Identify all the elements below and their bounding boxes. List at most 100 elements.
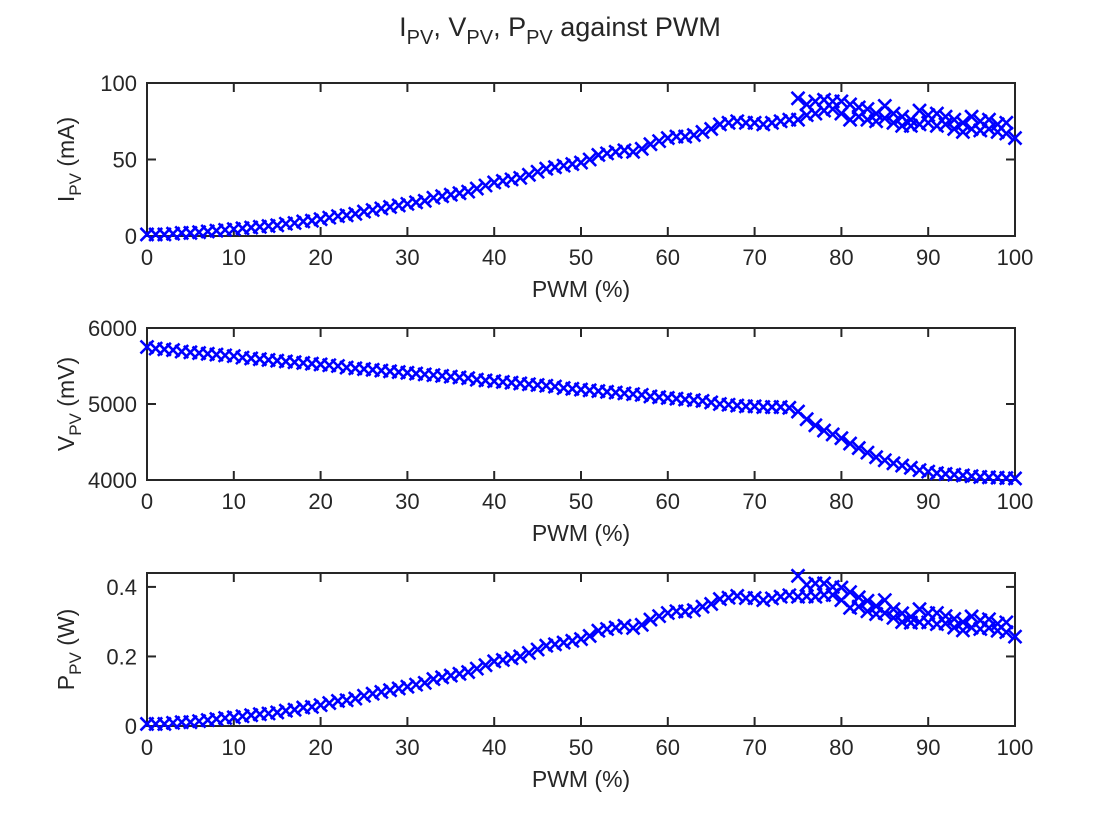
voltage-ylabel: VPV (mV) — [53, 357, 85, 451]
voltage-data-point — [860, 445, 875, 461]
title-v: , V — [433, 12, 466, 42]
current-ytick-label: 100 — [100, 71, 137, 96]
power-data-point — [512, 649, 528, 664]
current-data-point — [651, 133, 667, 149]
power-xtick-label: 10 — [222, 735, 246, 760]
title-i-subscript: PV — [407, 27, 434, 49]
power-data-point — [460, 664, 476, 680]
current-data-point — [469, 181, 485, 196]
current-data-point — [347, 206, 363, 222]
current-data-point — [833, 93, 849, 109]
current-ylabel-symbol: I — [53, 196, 79, 202]
power-data-point — [1007, 629, 1023, 645]
current-data-point — [877, 110, 893, 126]
current-xtick-label: 40 — [482, 245, 506, 270]
voltage-xtick-label: 20 — [308, 489, 332, 514]
current-data-point — [634, 141, 650, 157]
current-xtick-label: 80 — [829, 245, 853, 270]
current-xtick-label: 100 — [997, 245, 1034, 270]
current-data-point — [521, 167, 537, 183]
voltage-xtick-label: 50 — [569, 489, 593, 514]
power-xtick-label: 80 — [829, 735, 853, 760]
voltage-subplot: 0 10 20 30 40 50 60 70 80 90 100 4000 5000 6000 PWM (%… — [53, 316, 1033, 546]
title-v-subscript: PV — [466, 27, 493, 49]
power-xtick-label: 40 — [482, 735, 506, 760]
power-data-point — [851, 589, 867, 605]
voltage-data-point — [807, 417, 823, 433]
voltage-ylabel-symbol: V — [53, 435, 79, 451]
current-data-point — [417, 193, 433, 209]
voltage-xtick-label: 100 — [997, 489, 1034, 514]
current-data-point — [703, 121, 719, 137]
current-data-point — [842, 112, 858, 128]
power-ylabel-unit: (W) — [53, 609, 79, 652]
power-data-point — [417, 675, 433, 691]
power-ylabel: PPV (W) — [53, 609, 85, 690]
power-data-point — [582, 628, 598, 644]
power-data-point — [912, 601, 927, 617]
power-data-point — [860, 593, 875, 609]
current-data-point — [790, 90, 806, 106]
power-xtick-label: 70 — [742, 735, 766, 760]
current-data-point — [530, 164, 546, 180]
power-data-point — [651, 608, 667, 624]
power-xtick-label: 50 — [569, 735, 593, 760]
current-data-point — [946, 112, 962, 128]
title-i: I — [399, 12, 407, 42]
power-data-point — [399, 679, 415, 695]
current-data-point — [998, 115, 1014, 131]
power-ytick-label: 0 — [125, 714, 137, 739]
current-data-point — [790, 112, 806, 128]
voltage-data-point — [781, 400, 797, 416]
voltage-data-point — [833, 430, 849, 446]
power-data-point — [521, 645, 537, 661]
voltage-xtick-label: 70 — [742, 489, 766, 514]
current-data-point — [998, 126, 1014, 141]
voltage-axes-box — [146, 327, 1016, 481]
voltage-xtick-label: 90 — [916, 489, 940, 514]
voltage-xtick-label: 0 — [141, 489, 153, 514]
power-ylabel-symbol: P — [53, 675, 79, 690]
current-data-point — [573, 155, 589, 170]
power-data-point — [313, 697, 329, 713]
power-data-point — [747, 590, 763, 606]
power-data-point — [998, 614, 1014, 630]
current-data-point — [460, 184, 476, 200]
power-data-point — [573, 631, 589, 647]
voltage-data-point — [886, 455, 901, 471]
power-data-point — [695, 599, 710, 615]
power-data-point — [469, 661, 485, 677]
voltage-xtick-label: 30 — [395, 489, 419, 514]
power-data-point — [955, 614, 971, 630]
current-data-point — [912, 103, 927, 118]
voltage-xtick-label: 40 — [482, 489, 506, 514]
current-ytick-label: 50 — [113, 148, 137, 173]
figure-title: IPV, VPV, PPV against PWM — [399, 12, 721, 49]
power-data-point — [616, 618, 632, 634]
power-xlabel: PWM (%) — [532, 766, 630, 792]
current-xlabel: PWM (%) — [532, 276, 630, 302]
voltage-xtick-label: 80 — [829, 489, 853, 514]
current-data-point — [860, 101, 875, 117]
voltage-ytick-label: 5000 — [88, 392, 137, 417]
current-ylabel: IPV (mA) — [53, 117, 85, 202]
power-data-point — [321, 695, 337, 711]
power-data-point — [625, 620, 641, 636]
current-data-point — [582, 152, 598, 167]
voltage-data-point — [894, 458, 910, 473]
current-data-point — [625, 144, 641, 160]
voltage-ylabel-subscript: PV — [66, 412, 85, 435]
current-ytick-label: 0 — [125, 224, 137, 249]
voltage-data-point — [825, 426, 841, 442]
power-data-point — [938, 608, 953, 624]
current-subplot: 0 10 20 30 40 50 60 70 80 90 100 0 50 100 PWM (%) IPV (… — [53, 71, 1033, 302]
current-xtick-label: 50 — [569, 245, 593, 270]
power-xtick-label: 60 — [656, 735, 680, 760]
voltage-xtick-label: 10 — [222, 489, 246, 514]
current-xtick-label: 60 — [656, 245, 680, 270]
voltage-ytick-label: 4000 — [88, 468, 137, 493]
power-ytick-label: 0.2 — [106, 644, 137, 669]
current-data-point — [886, 106, 901, 122]
power-xtick-label: 100 — [997, 735, 1034, 760]
